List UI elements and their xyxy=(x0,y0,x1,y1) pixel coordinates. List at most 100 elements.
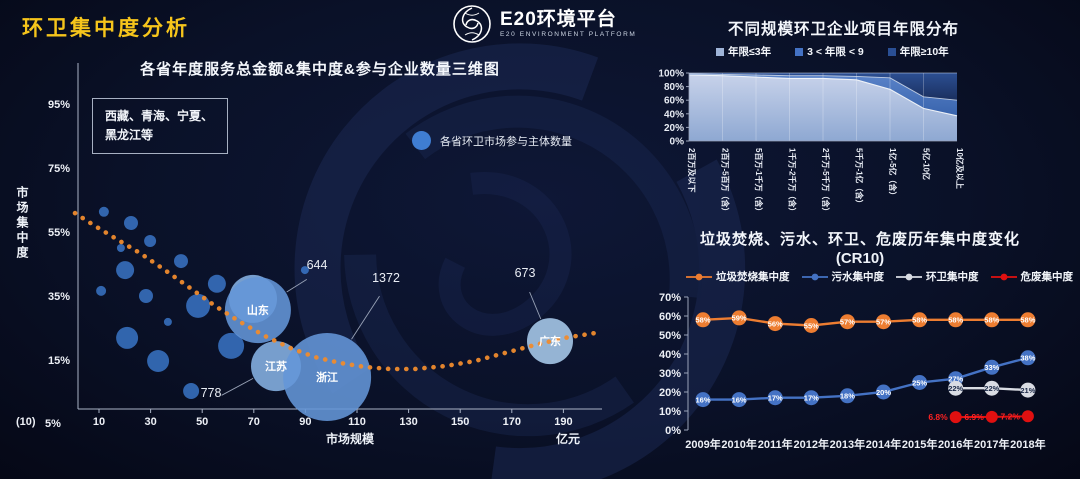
svg-label: (10) xyxy=(16,416,36,428)
svg-label: 15% xyxy=(48,355,70,367)
data-point xyxy=(803,318,819,333)
bubble-山东 xyxy=(224,277,291,344)
svg-label: 58% xyxy=(984,316,999,325)
line-series-3: 6.8% 6.9% 7.2% xyxy=(928,410,1034,424)
bubble-point xyxy=(186,293,211,318)
line-chart-title: 垃圾焚烧、污水、环卫、危废历年集中度变化 xyxy=(699,231,1020,248)
svg-label: 16% xyxy=(695,395,710,404)
svg-label: 21% xyxy=(1020,386,1035,395)
line-chart-subtitle: (CR10) xyxy=(835,250,885,267)
svg-label: 10% xyxy=(659,406,681,418)
svg-label: 30% xyxy=(659,368,681,380)
bubble-x-axis-unit: 亿元 xyxy=(556,432,581,446)
legend-label: 3 < 年限 < 9 xyxy=(807,46,864,58)
data-point xyxy=(731,310,747,326)
svg-label: 80% xyxy=(664,82,684,93)
svg-label: 30 xyxy=(144,416,156,428)
area-series-le3y xyxy=(689,75,957,141)
area-chart-legend: 年限≤3年 3 < 年限 < 9 年限≥10年 xyxy=(716,44,949,59)
data-point xyxy=(1020,312,1036,328)
svg-label: 35% xyxy=(48,291,70,303)
note-line-1: 西藏、青海、宁夏、 xyxy=(105,109,214,123)
area-legend-item: 年限≤3年 xyxy=(716,44,771,59)
svg-label: 17% xyxy=(804,394,819,403)
svg-label: 40% xyxy=(659,349,681,361)
data-point xyxy=(767,316,783,332)
svg-label: 70 xyxy=(248,416,260,428)
bubble-point xyxy=(124,216,138,230)
svg-label: 16% xyxy=(732,395,747,404)
svg-label: 6.8% xyxy=(928,412,948,422)
annotation-leader-line xyxy=(221,378,254,396)
note-line-2: 黑龙江等 xyxy=(105,128,154,143)
legend-label: 危废集中度 xyxy=(1020,271,1074,283)
svg-label: 5亿-10亿 xyxy=(922,148,932,180)
line-chart-legend: 垃圾焚烧集中度 污水集中度 环卫集中度 危废集中度 xyxy=(686,269,1073,284)
bubble-y-axis-title: 市场集中度 xyxy=(15,186,29,261)
svg-label: 5百万-1千万（含） xyxy=(754,148,764,216)
svg-label: 110 xyxy=(348,416,366,428)
bubble-legend-marker xyxy=(412,131,431,150)
svg-label: 2013年 xyxy=(830,437,865,451)
logo: E20环境平台 E20 ENVIRONMENT PLATFORM xyxy=(452,4,636,44)
svg-label: 2009年 xyxy=(685,437,720,451)
svg-label: 673 xyxy=(515,266,536,280)
line-legend-item: 污水集中度 xyxy=(801,269,884,284)
svg-label: 22% xyxy=(948,384,963,393)
data-point xyxy=(695,312,711,328)
annotation-leader-line xyxy=(351,295,380,340)
area-legend-item: 年限≥10年 xyxy=(887,44,949,59)
svg-label: 59% xyxy=(732,314,747,323)
svg-label: 58% xyxy=(912,316,927,325)
data-point xyxy=(731,392,747,408)
svg-label: 2012年 xyxy=(794,437,829,451)
svg-label: 57% xyxy=(876,318,891,327)
svg-label: 2百万-5百万（含） xyxy=(721,148,731,216)
data-point xyxy=(948,380,964,396)
line-legend-item: 垃圾焚烧集中度 xyxy=(686,269,790,284)
svg-label: 7.2% xyxy=(1001,411,1021,421)
data-point xyxy=(1020,382,1036,398)
data-point xyxy=(949,411,962,424)
svg-label: 江苏 xyxy=(265,359,287,373)
data-point xyxy=(876,384,891,400)
svg-label: 17% xyxy=(768,394,783,403)
bubble-point xyxy=(96,285,107,296)
data-point xyxy=(767,390,783,406)
line-series-1: 16% 16% 17% 17% 18% 20% 25% 27% 33% 38% xyxy=(695,350,1036,408)
bubble-point xyxy=(98,206,109,217)
legend-label: 年限≤3年 xyxy=(728,46,772,58)
svg-label: 60% xyxy=(659,311,681,323)
svg-label: 25% xyxy=(912,378,927,387)
data-point xyxy=(839,314,855,330)
svg-label: 6.9% xyxy=(964,412,984,422)
bubble-annotations: 山东 644 江苏 778 浙江 1372 广东 673 xyxy=(201,258,561,400)
legend-label: 环卫集中度 xyxy=(926,271,979,283)
e20-logo-icon xyxy=(453,5,491,43)
bubbles xyxy=(96,206,573,421)
bubble-浙江 xyxy=(283,333,372,421)
bubble-chart-legend: 各省环卫市场参与主体数量 xyxy=(412,131,572,150)
svg-label: 22% xyxy=(984,384,999,393)
logo-subtitle: E20 ENVIRONMENT PLATFORM xyxy=(500,31,637,39)
svg-label: 38% xyxy=(1020,354,1035,363)
svg-label: 2014年 xyxy=(866,437,901,451)
bubble-chart-canvas: 10 30 50 70 90 110 130 150 170 190 95% 75% 55% 35% 15%… xyxy=(16,63,602,430)
svg-label: 5千万-1亿（含） xyxy=(855,148,865,208)
legend-line-marker xyxy=(801,273,828,280)
svg-label: 55% xyxy=(48,227,70,239)
line-legend-item: 环卫集中度 xyxy=(896,269,979,284)
svg-label: 18% xyxy=(840,392,855,401)
svg-label: 56% xyxy=(768,319,783,328)
area-series-3to9y xyxy=(689,73,957,116)
svg-label: 58% xyxy=(1020,316,1035,325)
svg-label: 10亿及以上 xyxy=(955,148,965,189)
svg-label: 130 xyxy=(399,416,417,428)
data-point xyxy=(1020,350,1036,366)
bubble-point xyxy=(139,289,153,303)
bubble-chart-title: 各省年度服务总金额&集中度&参与企业数量三维图 xyxy=(140,61,500,78)
data-point xyxy=(984,312,1000,328)
bubble-point xyxy=(144,235,157,247)
trend-line xyxy=(72,210,597,372)
